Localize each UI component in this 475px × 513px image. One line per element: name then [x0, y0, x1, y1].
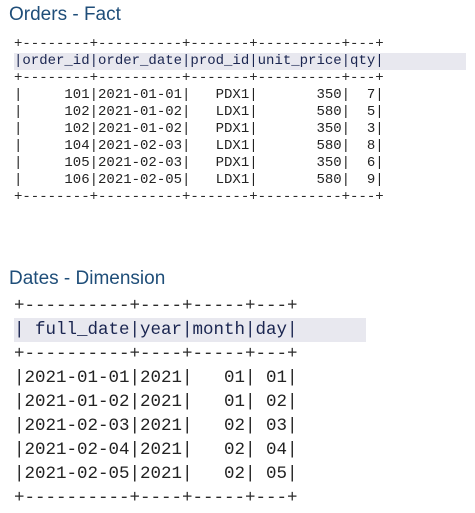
dates-dimension-table: +----------+----+-----+---+ | full_date|y…: [14, 294, 366, 510]
table-row: |2021-02-05|2021| 02| 05|: [14, 464, 298, 484]
table-row: | 105|2021-02-03| PDX1| 350| 6|: [14, 155, 384, 171]
table-header-separator: +--------+----------+-------+----------+…: [14, 70, 384, 86]
table-row: | 101|2021-01-01| PDX1| 350| 7|: [14, 87, 384, 103]
dates-dimension-title: Dates - Dimension: [9, 268, 166, 289]
table-border-top: +----------+----+-----+---+: [14, 296, 298, 316]
table-border-bottom: +--------+----------+-------+----------+…: [14, 189, 384, 205]
table-header-row: |order_id|order_date|prod_id|unit_price|…: [14, 53, 466, 70]
table-row: |2021-01-01|2021| 01| 01|: [14, 368, 298, 388]
table-border-top: +--------+----------+-------+----------+…: [14, 36, 384, 52]
table-row: | 106|2021-02-05| LDX1| 580| 9|: [14, 172, 384, 188]
table-row: | 102|2021-01-02| PDX1| 350| 3|: [14, 121, 384, 137]
table-header-separator: +----------+----+-----+---+: [14, 344, 298, 364]
table-row: |2021-02-03|2021| 02| 03|: [14, 416, 298, 436]
table-row: | 104|2021-02-03| LDX1| 580| 8|: [14, 138, 384, 154]
table-row: |2021-02-04|2021| 02| 04|: [14, 440, 298, 460]
table-border-bottom: +----------+----+-----+---+: [14, 488, 298, 508]
table-row: |2021-01-02|2021| 01| 02|: [14, 392, 298, 412]
table-header-row: | full_date|year|month|day|: [14, 318, 366, 342]
orders-fact-title: Orders - Fact: [9, 4, 121, 25]
table-row: | 102|2021-01-02| LDX1| 580| 5|: [14, 104, 384, 120]
orders-fact-table: +--------+----------+-------+----------+…: [14, 36, 466, 206]
